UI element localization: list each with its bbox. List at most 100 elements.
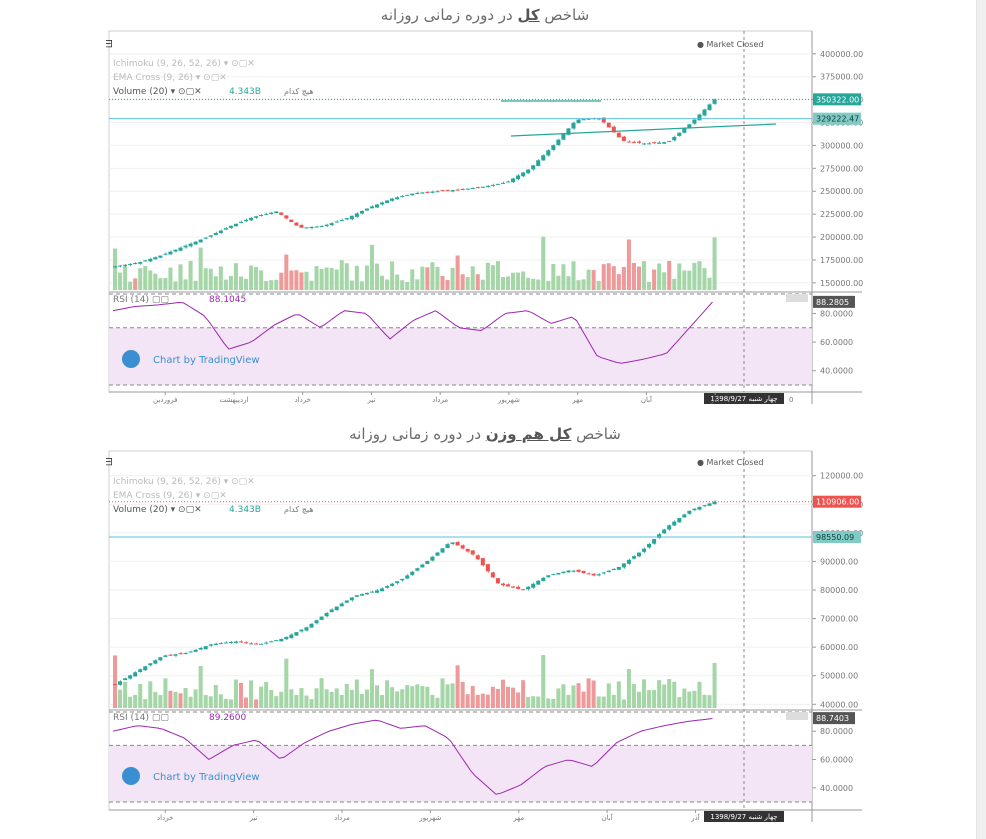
volume-bar xyxy=(657,680,662,708)
candle xyxy=(294,632,299,636)
candle xyxy=(636,552,642,557)
candle xyxy=(626,559,631,564)
volume-bar xyxy=(344,263,349,290)
candle xyxy=(526,586,531,590)
candle xyxy=(581,570,586,574)
volume-bar xyxy=(329,691,334,708)
candle xyxy=(274,211,279,214)
candle xyxy=(334,221,339,223)
candle xyxy=(208,235,213,237)
ema-cross-label: EMA Cross (9, 26) ▾ ⊙▢✕ xyxy=(113,491,227,501)
volume-bar xyxy=(193,689,198,708)
rsi-tick-label: 60.0000 xyxy=(820,338,853,347)
horizontal-line-badge: 98550.09 xyxy=(816,533,854,542)
volume-bar xyxy=(380,275,385,290)
candle xyxy=(470,187,475,189)
volume-bar xyxy=(455,665,460,708)
volume-bar xyxy=(460,681,465,708)
candle xyxy=(364,208,369,211)
candle xyxy=(505,584,511,587)
market-status: ● Market Closed xyxy=(697,40,763,49)
date-badge-bg xyxy=(704,811,784,822)
rsi-badge: 88.7403 xyxy=(816,714,849,723)
candle xyxy=(596,574,601,576)
volume-bar xyxy=(309,699,314,708)
volume-bar xyxy=(571,685,576,708)
volume-bar xyxy=(440,275,445,290)
price-tick-label: 375000.00 xyxy=(820,73,863,82)
volume-bar xyxy=(213,276,218,290)
volume-bar xyxy=(445,684,450,708)
candle xyxy=(254,643,259,645)
volume-bar xyxy=(173,281,178,290)
candle xyxy=(143,260,148,262)
candle xyxy=(223,642,228,644)
candle xyxy=(460,188,465,190)
candle xyxy=(203,646,208,650)
candle xyxy=(430,191,435,193)
candle xyxy=(178,653,183,655)
volume-bar xyxy=(395,274,400,290)
page-scrollbar[interactable] xyxy=(976,0,986,839)
candle xyxy=(269,641,274,643)
candle xyxy=(153,257,158,260)
time-tick-label: شهریور xyxy=(418,814,441,822)
time-tick-label: آذر xyxy=(710,395,720,404)
candle xyxy=(606,570,611,573)
volume-bar xyxy=(425,686,430,708)
volume-bar xyxy=(465,694,470,708)
volume-bar xyxy=(344,683,349,708)
candle xyxy=(692,119,697,124)
volume-bar xyxy=(259,270,264,290)
volume-bar xyxy=(133,694,138,708)
chart-panel-1[interactable]: 400000.00375000.00350000.00325000.003000… xyxy=(106,30,866,410)
volume-bar xyxy=(536,279,541,290)
volume-bar xyxy=(415,279,420,290)
candle xyxy=(374,590,380,593)
volume-bar xyxy=(113,655,118,708)
volume-bar xyxy=(329,267,334,290)
candle xyxy=(511,178,516,183)
volume-bar xyxy=(611,694,616,708)
candle xyxy=(309,226,314,229)
volume-bar xyxy=(264,681,269,708)
candle xyxy=(279,638,284,642)
candle xyxy=(500,583,505,586)
volume-bar xyxy=(652,689,657,708)
candle xyxy=(606,122,611,128)
volume-note: هیچ کدام xyxy=(284,87,314,96)
volume-bar xyxy=(526,277,531,290)
time-tick-label: تیر xyxy=(249,814,258,822)
candle xyxy=(304,627,309,631)
candle xyxy=(581,119,586,121)
volume-bar xyxy=(274,696,279,708)
candle xyxy=(611,568,616,571)
chart-panel-2[interactable]: 120000.00110000.00100000.0090000.0080000… xyxy=(106,450,866,830)
candle xyxy=(546,150,551,156)
volume-bar xyxy=(616,274,621,290)
volume-bar xyxy=(440,678,445,708)
volume-bar xyxy=(485,694,490,708)
candle xyxy=(344,218,349,220)
volume-bar xyxy=(556,688,561,708)
candle xyxy=(289,219,294,223)
volume-bar xyxy=(198,665,203,708)
candle xyxy=(485,564,490,572)
volume-bar xyxy=(460,274,465,290)
volume-bar xyxy=(526,696,531,708)
chart-title-1: شاخص کل در دوره زمانی روزانه xyxy=(380,6,590,24)
volume-bar xyxy=(541,236,546,290)
candle xyxy=(148,663,153,666)
candle xyxy=(516,175,521,180)
candle xyxy=(128,263,133,266)
market-status: ● Market Closed xyxy=(697,458,763,467)
volume-bar xyxy=(153,273,158,290)
volume-bar xyxy=(531,696,536,708)
candle xyxy=(339,603,344,607)
volume-bar xyxy=(163,278,168,290)
candle xyxy=(249,217,254,221)
volume-bar xyxy=(238,276,243,290)
volume-bar xyxy=(521,680,526,708)
candle xyxy=(642,548,647,552)
volume-bar xyxy=(657,263,662,290)
